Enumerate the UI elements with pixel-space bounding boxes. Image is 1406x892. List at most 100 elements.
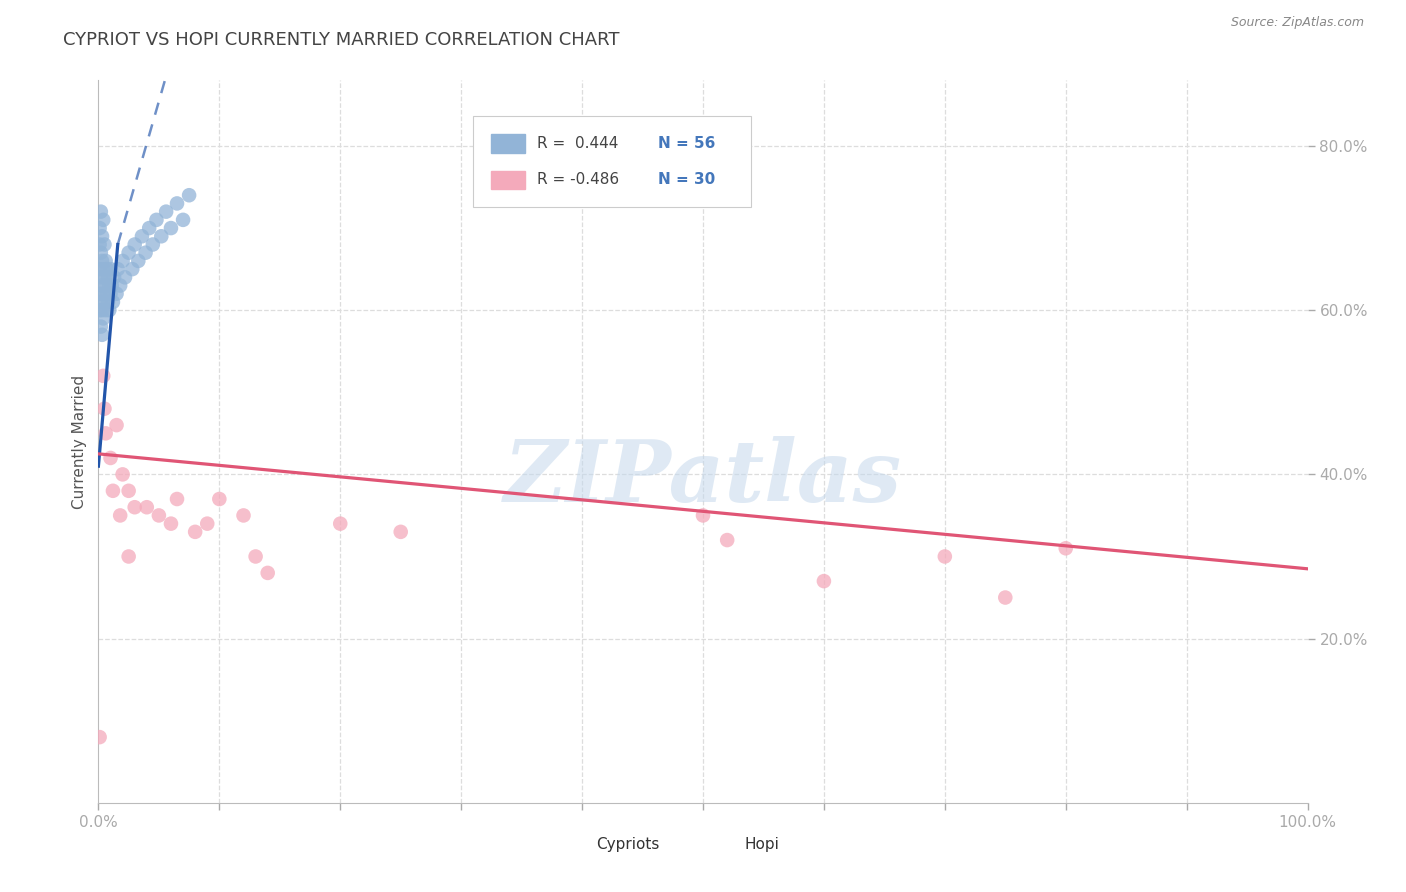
Text: Hopi: Hopi	[744, 838, 779, 852]
Point	[89, 730, 111, 744]
Text: R = -0.486: R = -0.486	[537, 172, 620, 186]
Point	[93, 401, 115, 416]
Point	[101, 295, 124, 310]
Point	[108, 278, 131, 293]
Point	[94, 303, 117, 318]
Point	[934, 549, 956, 564]
Point	[208, 491, 231, 506]
Text: CYPRIOT VS HOPI CURRENTLY MARRIED CORRELATION CHART: CYPRIOT VS HOPI CURRENTLY MARRIED CORREL…	[63, 31, 620, 49]
Point	[232, 508, 254, 523]
Point	[90, 319, 112, 334]
FancyBboxPatch shape	[474, 117, 751, 207]
Point	[91, 303, 114, 318]
Point	[100, 450, 122, 465]
Point	[91, 327, 114, 342]
Point	[93, 237, 115, 252]
Point	[131, 229, 153, 244]
Point	[184, 524, 207, 539]
Point	[118, 245, 141, 260]
Point	[100, 278, 122, 293]
Point	[93, 270, 115, 285]
Point	[994, 591, 1017, 605]
Point	[91, 212, 114, 227]
Point	[96, 262, 118, 277]
Text: N = 30: N = 30	[658, 172, 716, 186]
Point	[89, 262, 111, 277]
Point	[91, 278, 114, 293]
Point	[90, 204, 112, 219]
Point	[160, 221, 183, 235]
Point	[100, 286, 122, 301]
Point	[389, 524, 412, 539]
Point	[91, 229, 114, 244]
Bar	[492, 135, 526, 153]
Point	[90, 245, 112, 260]
Point	[160, 516, 183, 531]
Point	[124, 237, 146, 252]
Point	[105, 286, 128, 301]
Point	[89, 237, 111, 252]
Point	[90, 295, 112, 310]
Point	[96, 286, 118, 301]
Point	[97, 270, 120, 285]
Point	[100, 262, 122, 277]
Point	[101, 483, 124, 498]
Point	[135, 500, 157, 515]
Point	[195, 516, 218, 531]
Point	[97, 295, 120, 310]
Point	[135, 245, 157, 260]
Point	[91, 286, 114, 301]
Point	[91, 253, 114, 268]
Text: ZIPatlas: ZIPatlas	[503, 436, 903, 519]
Bar	[568, 838, 589, 854]
Point	[127, 253, 149, 268]
Point	[89, 221, 111, 235]
Point	[105, 418, 128, 433]
Point	[89, 303, 111, 318]
Point	[93, 295, 115, 310]
Point	[103, 270, 125, 285]
Point	[145, 212, 167, 227]
Point	[94, 426, 117, 441]
Point	[91, 311, 114, 326]
Point	[692, 508, 714, 523]
Point	[716, 533, 738, 547]
Point	[166, 491, 188, 506]
Point	[142, 237, 165, 252]
Point	[98, 278, 121, 293]
Point	[107, 262, 129, 277]
Point	[245, 549, 267, 564]
Point	[155, 204, 177, 219]
Bar	[716, 838, 737, 854]
Point	[89, 286, 111, 301]
Y-axis label: Currently Married: Currently Married	[72, 375, 87, 508]
Point	[148, 508, 170, 523]
Text: N = 56: N = 56	[658, 136, 716, 151]
Point	[94, 253, 117, 268]
Point	[124, 500, 146, 515]
Bar	[492, 170, 526, 189]
Point	[121, 262, 143, 277]
Point	[166, 196, 188, 211]
Point	[813, 574, 835, 588]
Point	[91, 262, 114, 277]
Point	[118, 483, 141, 498]
Point	[118, 549, 141, 564]
Point	[256, 566, 278, 580]
Point	[329, 516, 352, 531]
Point	[90, 270, 112, 285]
Point	[111, 253, 134, 268]
Point	[108, 508, 131, 523]
Text: Cypriots: Cypriots	[596, 838, 659, 852]
Point	[114, 270, 136, 285]
Point	[179, 188, 201, 202]
Point	[94, 278, 117, 293]
Point	[91, 368, 114, 383]
Point	[1054, 541, 1077, 556]
Point	[150, 229, 173, 244]
Point	[172, 212, 194, 227]
Text: Source: ZipAtlas.com: Source: ZipAtlas.com	[1230, 16, 1364, 29]
Text: R =  0.444: R = 0.444	[537, 136, 619, 151]
Point	[98, 303, 121, 318]
Point	[111, 467, 134, 482]
